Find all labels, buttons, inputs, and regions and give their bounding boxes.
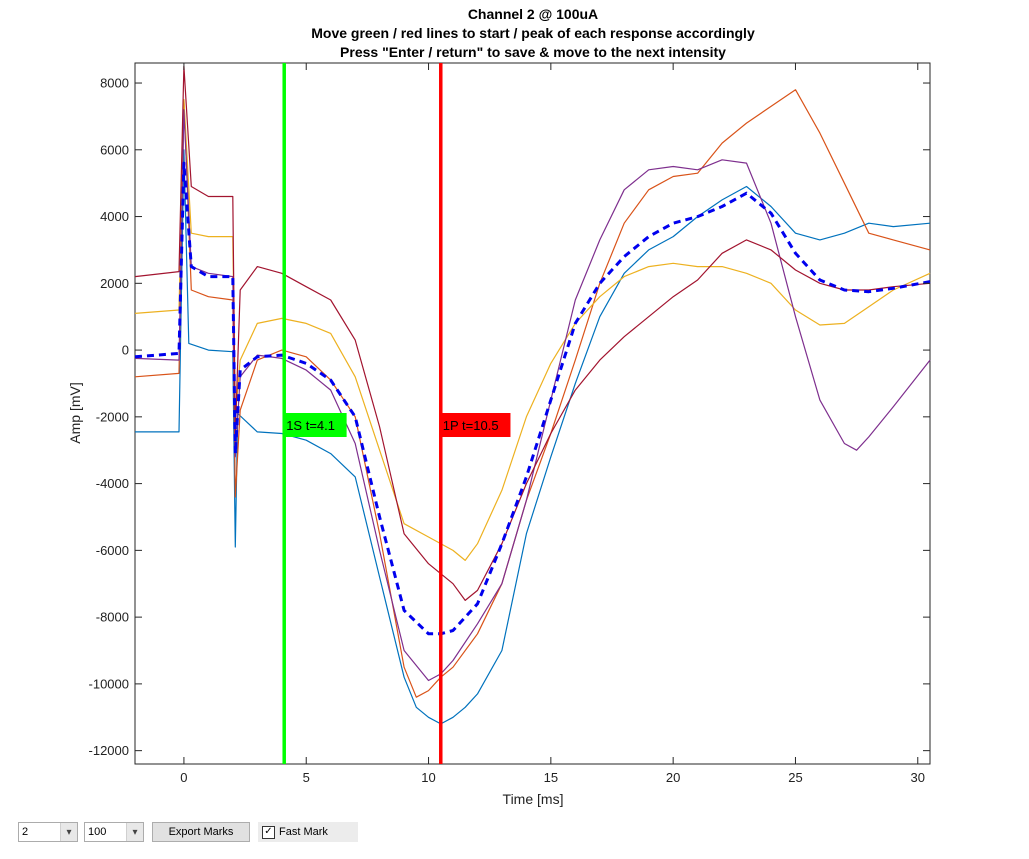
chevron-down-icon: ▾	[60, 823, 77, 841]
y-tick-label: -4000	[96, 476, 129, 491]
x-tick-label: 25	[788, 770, 802, 785]
x-tick-label: 0	[180, 770, 187, 785]
export-marks-button[interactable]: Export Marks	[152, 822, 250, 842]
chevron-down-icon: ▾	[126, 823, 143, 841]
x-tick-label: 20	[666, 770, 680, 785]
y-tick-label: -10000	[89, 676, 129, 691]
intensity-select-value: 100	[88, 826, 107, 838]
x-tick-label: 15	[544, 770, 558, 785]
series-layer	[134, 65, 931, 725]
x-tick-label: 5	[303, 770, 310, 785]
fast-mark-checkbox[interactable]: ✓	[262, 825, 275, 839]
y-tick-label: 4000	[100, 209, 129, 224]
y-tick-label: 8000	[100, 76, 129, 91]
y-tick-label: 6000	[100, 142, 129, 157]
x-tick-label: 10	[421, 770, 435, 785]
chart-title-line-3: Press "Enter / return" to save & move to…	[340, 44, 726, 60]
marker-label-box-1	[284, 413, 347, 437]
marker-layer[interactable]: 1S t=4.1 1P t=10.5	[282, 63, 511, 764]
y-tick-label: -12000	[89, 743, 129, 758]
fast-mark-toggle[interactable]: ✓ Fast Mark	[258, 822, 358, 842]
y-tick-label: -6000	[96, 543, 129, 558]
channel-select[interactable]: 2 ▾	[18, 822, 78, 842]
y-tick-label: 2000	[100, 276, 129, 291]
plot-area	[134, 62, 931, 765]
channel-select-value: 2	[22, 826, 29, 838]
chart-title-line-1: Channel 2 @ 100uA	[468, 6, 598, 22]
y-axis-label: Amp [mV]	[67, 382, 83, 443]
marker-label-2: 1P t=10.5	[443, 418, 499, 433]
control-bar: 2 ▾ 100 ▾ Export Marks ✓ Fast Mark	[18, 821, 358, 843]
series-line-1	[135, 149, 931, 725]
x-axis-label: Time [ms]	[503, 791, 564, 807]
chart-title-line-2: Move green / red lines to start / peak o…	[311, 25, 755, 41]
intensity-select[interactable]: 100 ▾	[84, 822, 144, 842]
fast-mark-label: Fast Mark	[279, 826, 328, 838]
series-line-2	[134, 89, 931, 698]
chart: Channel 2 @ 100uA Move green / red lines…	[67, 6, 931, 807]
marker-label-box-2	[440, 413, 511, 437]
marker-label-1: 1S t=4.1	[286, 418, 335, 433]
axis-layer: 0 5 10 15 20 25 30 -12000 -10000 -8000 -6000 -4000 -…	[89, 63, 930, 785]
y-tick-label: -2000	[96, 409, 129, 424]
x-tick-label: 30	[911, 770, 925, 785]
y-tick-label: 0	[122, 343, 129, 358]
y-tick-label: -8000	[96, 610, 129, 625]
series-line-6	[134, 161, 931, 636]
